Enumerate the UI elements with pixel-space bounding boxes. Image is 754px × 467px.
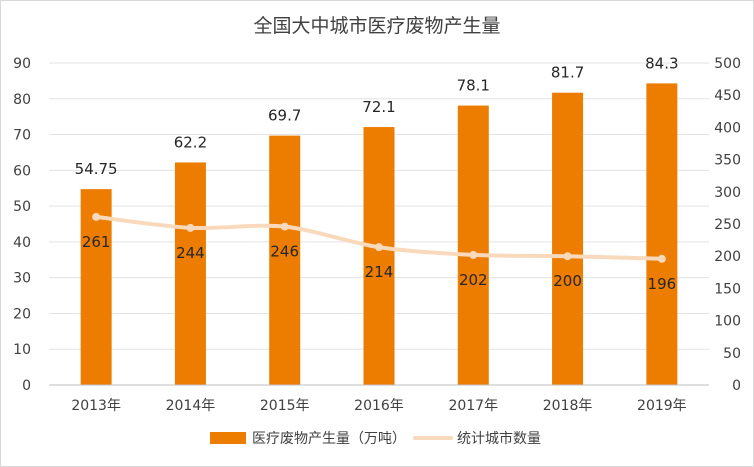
line-point [92,212,101,221]
bar-value-label: 78.1 [457,77,490,95]
y-left-tick-label: 10 [13,342,31,358]
legend: 医疗废物产生量（万吨） 统计城市数量 [210,430,541,447]
y-left-tick-label: 20 [13,306,31,322]
y-right-tick-label: 400 [714,120,741,136]
line-value-label: 196 [648,275,677,293]
legend-label-cities: 统计城市数量 [457,430,541,447]
bar-series [80,83,678,385]
y-right-tick-label: 0 [732,378,741,394]
x-tick-label: 2013年 [71,398,121,414]
bar [552,92,584,385]
x-tick-label: 2016年 [354,398,404,414]
line-value-label: 202 [459,271,488,289]
line-value-label: 214 [365,263,394,281]
bar [363,127,395,385]
y-left-tick-label: 80 [13,92,31,108]
y-right-tick-label: 500 [714,56,741,72]
y-left-tick-label: 50 [13,199,31,215]
y-right-tick-label: 50 [723,346,741,362]
data-labels: 54.75 62.2 69.7 72.1 78.1 81.7 84.3 261 244 246 21… [75,54,679,292]
line-point [563,252,572,261]
bar-value-label: 69.7 [268,107,301,125]
line-value-label: 261 [82,233,111,251]
line-point [186,223,195,232]
y-left-tick-label: 0 [22,378,31,394]
legend-label-waste: 医疗废物产生量（万吨） [252,431,406,447]
bar [646,83,678,385]
line-value-label: 200 [553,272,582,290]
legend-swatch-waste [210,432,246,444]
line-point [375,243,383,252]
line-point [469,250,478,259]
y-right-tick-label: 200 [714,249,741,265]
line-value-label: 246 [270,243,299,261]
line-point [657,254,666,263]
x-tick-label: 2018年 [543,398,593,414]
bar-value-label: 81.7 [551,64,584,82]
bar [457,105,489,385]
y-right-tick-label: 300 [714,185,741,201]
chart-title: 全国大中城市医疗废物产生量 [253,15,500,37]
axes: 0 10 20 30 40 50 60 70 80 90 0 50 100 150 200 250 300 350… [13,56,741,414]
y-right-tick-label: 100 [714,314,741,330]
x-tick-label: 2015年 [260,398,310,414]
x-tick-label: 2017年 [448,398,498,414]
y-left-tick-label: 40 [13,235,31,251]
y-left-tick-label: 90 [13,56,31,72]
bar [80,189,112,385]
y-right-tick-label: 250 [714,217,741,233]
bar [269,135,301,385]
y-left-tick-label: 70 [13,128,31,144]
x-tick-label: 2019年 [637,398,687,414]
y-right-tick-label: 350 [714,153,741,169]
bar-value-label: 84.3 [645,54,678,72]
bar [174,162,206,385]
y-left-tick-label: 60 [13,163,31,179]
line-series [92,212,666,263]
y-left-tick-label: 30 [13,271,31,287]
bar-value-label: 54.75 [75,160,118,178]
y-right-tick-label: 450 [714,88,741,104]
bar-value-label: 62.2 [174,133,207,151]
x-tick-label: 2014年 [166,398,216,414]
y-right-tick-label: 150 [714,281,741,297]
line-point [280,222,289,231]
bar-value-label: 72.1 [362,98,395,116]
line-value-label: 244 [176,244,205,262]
